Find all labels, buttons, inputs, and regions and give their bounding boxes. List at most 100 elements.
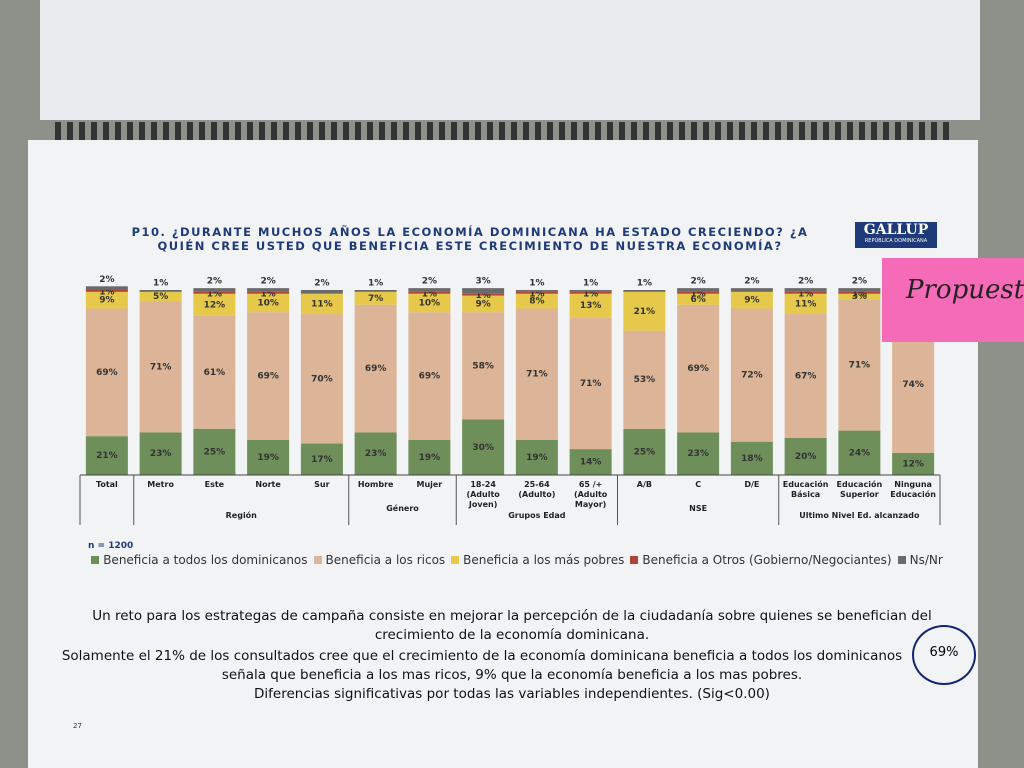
bar-segment [677,432,720,475]
x-tick-label: Este [204,480,225,489]
bar-segment [677,304,720,433]
bar-segment [193,291,236,294]
bar-segment [354,304,397,433]
x-tick-label: Educación Básica [782,480,829,499]
bar-segment [300,443,343,475]
bar-segment [139,301,182,433]
x-tick-label: Norte [255,480,281,489]
value-label: 25% [204,447,226,457]
bar-segment [247,291,290,294]
value-label: 1% [583,289,598,299]
bar-segment [85,290,128,292]
value-label: 30% [472,443,494,453]
value-label: 1% [798,289,813,299]
bar-segment [569,317,612,450]
value-label: 7% [368,294,383,304]
value-label: 1% [583,279,598,289]
value-label: 19% [257,453,279,463]
bar-segment [730,308,773,442]
logo: GALLUP REPÚBLICA DOMINICANA [855,222,937,248]
value-label: 25% [634,447,656,457]
legend-item: Beneficia a los más pobres [451,551,624,569]
x-tick-label: Educación Superior [836,480,883,499]
bar-segment [300,290,343,294]
value-label: 71% [150,362,172,372]
bar-segment [838,430,881,475]
x-tick-label: 65 /+ (Adulto Mayor) [573,480,608,509]
value-label: 2% [798,277,813,287]
value-label: 2% [852,277,867,287]
spiral-binding [55,122,950,142]
value-label: 19% [419,453,441,463]
bar-segment [623,290,666,292]
value-label: 1% [690,289,705,299]
value-label: 2% [690,277,705,287]
bar-segment [408,291,451,294]
bar-segment [677,288,720,292]
text-line: crecimiento de la economía dominicana. [374,627,650,643]
bar-segment [408,288,451,292]
value-label: 1% [475,291,490,301]
value-label: 71% [849,360,871,370]
x-tick-label: Sur [314,480,330,489]
value-label: 5% [153,292,168,302]
value-label: 6% [690,295,705,305]
bar-segment [569,291,612,294]
value-label: 10% [419,298,441,308]
value-label: 2% [422,277,437,287]
value-label: 10% [257,298,279,308]
bar-segment [838,293,881,300]
sticky-note: Propuesta [882,258,1024,342]
value-label: 1% [153,279,168,289]
value-label: 58% [472,361,494,371]
value-label: 69% [687,364,709,374]
bar-segment [784,314,827,438]
legend-swatch [897,556,906,564]
value-label: 1% [529,289,544,299]
legend-label: Ns/Nr [909,553,943,567]
value-label: 1% [368,279,383,289]
bar-segment [677,291,720,294]
legend-label: Beneficia a los más pobres [463,553,625,567]
value-label: 1% [852,289,867,299]
logo-text: GALLUP [863,222,929,238]
bar-segment [85,308,128,437]
x-tick-label: A/B [636,480,652,489]
value-label: 3% [852,292,867,302]
bar-segment [139,432,182,475]
x-tick-label: Ninguna Educación [890,480,936,499]
logo-subtext: REPÚBLICA DOMINICANA [864,238,928,244]
value-label: 21% [634,307,656,317]
group-label: Ultimo Nivel Ed. alcanzado [799,511,920,520]
value-label: 9% [99,296,114,306]
bar-segment [730,288,773,292]
legend-swatch [91,556,100,564]
bar-segment [247,439,290,475]
bar-segment [515,290,558,292]
value-label: 19% [526,453,548,463]
x-tick-label: Total [95,480,118,489]
group-label: Grupos Edad [508,511,566,520]
circled-value: 69% [912,625,976,685]
legend-label: Beneficia a Otros (Gobierno/Negociantes) [642,553,892,567]
value-label: 53% [634,375,656,385]
value-label: 72% [741,371,763,381]
value-label: 69% [365,364,387,374]
value-label: 2% [260,277,275,287]
bar-segment [784,293,827,315]
value-label: 2% [99,275,114,285]
bar-segment [515,293,558,309]
value-label: 61% [204,368,226,378]
x-tick-label: Hombre [357,480,394,489]
bar-segment [139,291,182,302]
value-label: 23% [365,449,387,459]
value-label: 21% [96,451,118,461]
group-label: NSE [689,504,708,513]
bar-segment [462,419,505,475]
value-label: 12% [204,300,226,310]
previous-page [40,0,980,120]
legend-item: Beneficia a los ricos [313,551,445,569]
bar-segment [515,291,558,294]
bar-segment [569,449,612,475]
bar-segment [677,293,720,305]
